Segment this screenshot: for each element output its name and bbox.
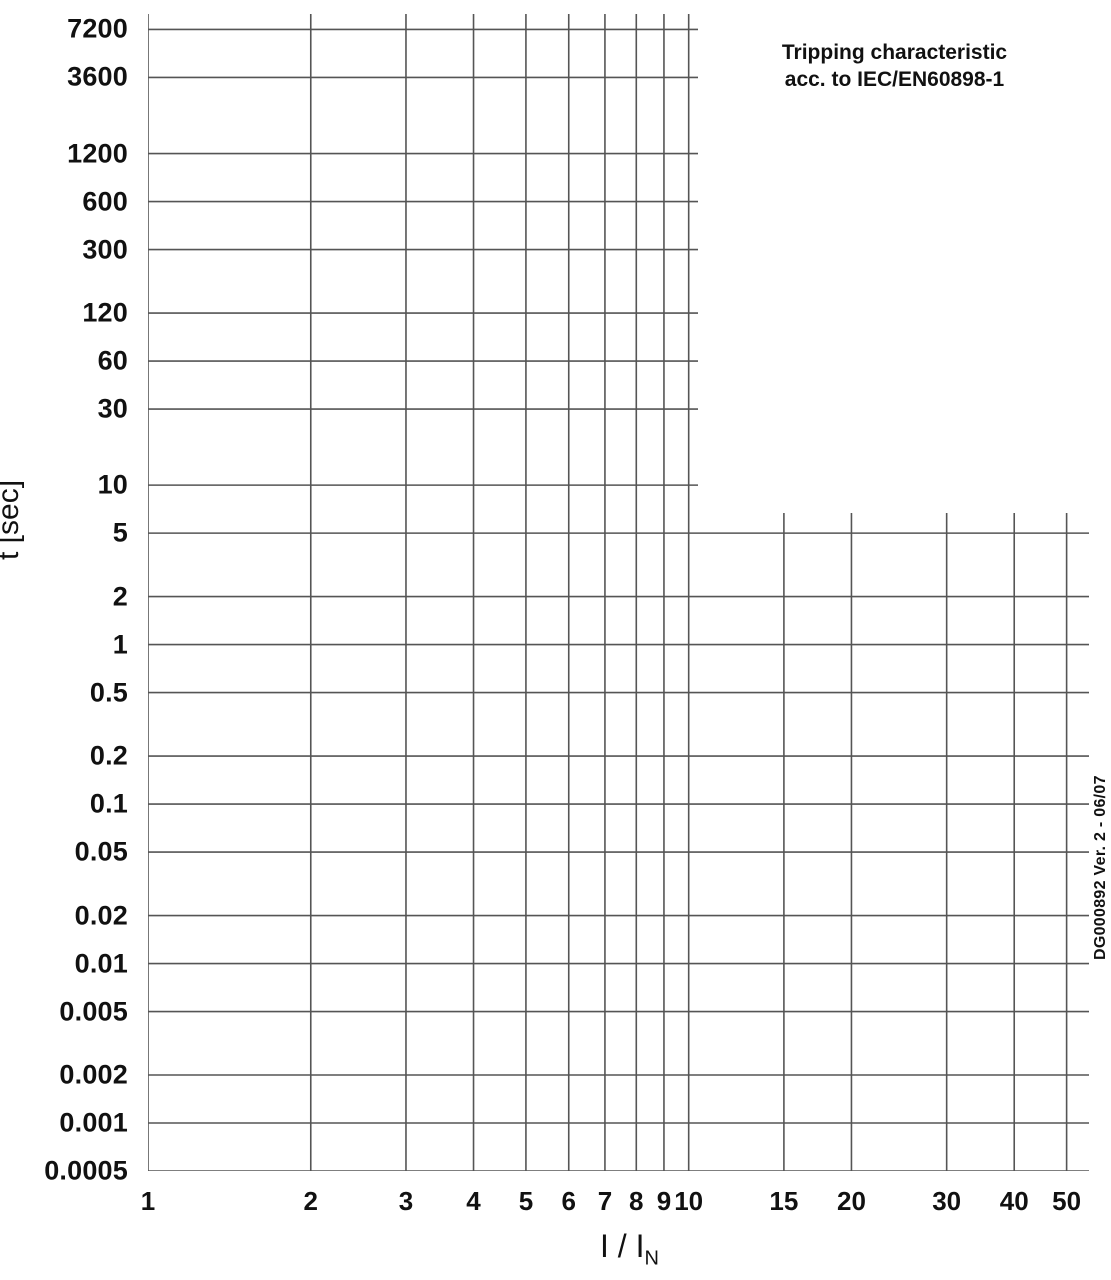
x-tick-label: 1 — [140, 1186, 156, 1216]
x-axis-title-main: I / I — [600, 1228, 645, 1264]
y-tick-label: 0.005 — [59, 996, 128, 1027]
y-tick-label: 0.2 — [89, 740, 128, 771]
y-tick-label: 0.02 — [74, 900, 128, 931]
x-axis-title-subscript: N — [644, 1247, 659, 1270]
y-tick-label: 1200 — [67, 138, 128, 169]
x-tick-label: 4 — [466, 1186, 481, 1216]
y-tick-label: 3600 — [67, 61, 128, 92]
y-tick-label: 0.001 — [59, 1107, 128, 1138]
x-tick-label: 3 — [398, 1186, 414, 1216]
x-tick-label: 50 — [1052, 1186, 1082, 1216]
y-tick-label: 10 — [97, 469, 128, 500]
legend-title-line1: Tripping characteristic — [781, 41, 1008, 64]
x-tick-label: 9 — [656, 1186, 672, 1216]
y-tick-label: 120 — [82, 297, 128, 328]
y-tick-label: 0.5 — [89, 677, 128, 708]
y-tick-label: 5 — [112, 517, 128, 548]
y-tick-label: 0.0005 — [44, 1155, 128, 1186]
x-tick-label: 6 — [561, 1186, 576, 1216]
document-code-label: DG000892 Ver. 2 - 06/07 — [1092, 775, 1109, 960]
x-tick-label: 5 — [518, 1186, 534, 1216]
y-tick-label: 300 — [82, 234, 128, 265]
y-tick-label: 2 — [112, 581, 128, 612]
y-tick-label: 1 — [112, 629, 128, 660]
y-tick-label: 60 — [97, 345, 128, 376]
x-tick-label: 15 — [769, 1186, 799, 1216]
y-axis-tick-labels: 7200 3600 1200 600 300 120 60 30 10 5 2 1 0.5 0.2 0.1 0… — [0, 0, 128, 1280]
y-tick-label: 0.002 — [59, 1059, 128, 1090]
y-tick-label: 0.05 — [74, 836, 128, 867]
y-tick-label: 0.1 — [89, 788, 128, 819]
x-tick-label: 8 — [629, 1186, 644, 1216]
legend-title-line2: acc. to IEC/EN60898-1 — [784, 67, 1005, 91]
y-tick-label: 0.01 — [74, 948, 128, 979]
y-tick-label: 7200 — [67, 13, 128, 44]
x-tick-label: 10 — [674, 1186, 704, 1216]
legend-panel: Tripping characteristic acc. to IEC/EN60… — [698, 14, 1089, 513]
x-tick-label: 30 — [932, 1186, 962, 1216]
legend-title: Tripping characteristic acc. to IEC/EN60… — [708, 40, 1081, 94]
y-tick-label: 30 — [97, 393, 128, 424]
x-tick-label: 7 — [597, 1186, 613, 1216]
x-axis-title: I / IN — [600, 1228, 659, 1270]
x-tick-label: 40 — [999, 1186, 1029, 1216]
x-axis-tick-labels: 1 2 3 4 5 6 7 8 9 10 15 20 30 40 50 — [0, 1186, 1111, 1226]
y-tick-label: 600 — [82, 186, 128, 217]
x-tick-label: 20 — [836, 1186, 866, 1216]
x-tick-label: 2 — [303, 1186, 318, 1216]
y-axis-title: t [sec] — [0, 479, 25, 560]
